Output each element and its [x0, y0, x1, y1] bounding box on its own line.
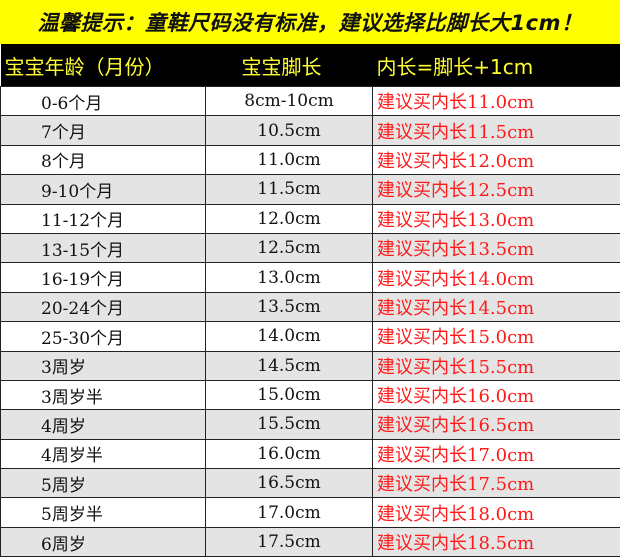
header-inner-length: 内长=脚长+1cm — [372, 44, 620, 87]
cell-recommendation: 建议买内长18.5cm — [372, 526, 620, 558]
cell-recommendation: 建议买内长16.0cm — [372, 379, 620, 411]
table-row: 11-12个月 12.0cm 建议买内长13.0cm — [0, 203, 620, 234]
table-row: 0-6个月 8cm-10cm 建议买内长11.0cm — [0, 85, 620, 117]
table-row: 13-15个月 12.5cm 建议买内长13.5cm — [0, 232, 620, 264]
cell-recommendation: 建议买内长17.0cm — [372, 438, 620, 470]
cell-foot-length: 14.5cm — [205, 350, 373, 381]
cell-foot-length: 16.5cm — [205, 468, 373, 499]
cell-foot-length: 11.0cm — [205, 144, 373, 176]
cell-age: 6周岁 — [0, 526, 206, 558]
cell-foot-length: 17.5cm — [205, 526, 373, 558]
cell-foot-length: 11.5cm — [205, 174, 373, 205]
cell-recommendation: 建议买内长13.0cm — [372, 203, 620, 234]
cell-age: 7个月 — [0, 115, 206, 146]
table-row: 25-30个月 14.0cm 建议买内长15.0cm — [0, 321, 620, 352]
cell-recommendation: 建议买内长18.0cm — [372, 497, 620, 528]
cell-age: 5周岁 — [0, 468, 206, 499]
cell-age: 4周岁 — [0, 409, 206, 440]
cell-foot-length: 10.5cm — [205, 115, 373, 146]
header-age: 宝宝年龄（月份） — [0, 44, 206, 87]
cell-age: 11-12个月 — [0, 203, 206, 234]
cell-age: 16-19个月 — [0, 262, 206, 293]
cell-recommendation: 建议买内长12.0cm — [372, 144, 620, 176]
cell-age: 0-6个月 — [0, 85, 206, 117]
cell-foot-length: 13.5cm — [205, 291, 373, 323]
cell-foot-length: 12.0cm — [205, 203, 373, 234]
cell-recommendation: 建议买内长14.0cm — [372, 262, 620, 293]
cell-recommendation: 建议买内长11.5cm — [372, 115, 620, 146]
cell-recommendation: 建议买内长16.5cm — [372, 409, 620, 440]
cell-age: 9-10个月 — [0, 174, 206, 205]
table-row: 4周岁半 16.0cm 建议买内长17.0cm — [0, 438, 620, 470]
table-row: 5周岁 16.5cm 建议买内长17.5cm — [0, 468, 620, 499]
tip-banner: 温馨提示：童鞋尺码没有标准，建议选择比脚长大1cm！ — [0, 0, 620, 44]
table-row: 4周岁 15.5cm 建议买内长16.5cm — [0, 409, 620, 440]
cell-foot-length: 14.0cm — [205, 321, 373, 352]
table-row: 9-10个月 11.5cm 建议买内长12.5cm — [0, 174, 620, 205]
cell-recommendation: 建议买内长14.5cm — [372, 291, 620, 323]
table-row: 5周岁半 17.0cm 建议买内长18.0cm — [0, 497, 620, 528]
header-row: 宝宝年龄（月份） 宝宝脚长 内长=脚长+1cm — [0, 44, 620, 87]
cell-age: 5周岁半 — [0, 497, 206, 528]
table-row: 6周岁 17.5cm 建议买内长18.5cm — [0, 526, 620, 558]
cell-foot-length: 13.0cm — [205, 262, 373, 293]
table-row: 3周岁 14.5cm 建议买内长15.5cm — [0, 350, 620, 381]
cell-foot-length: 12.5cm — [205, 232, 373, 264]
cell-age: 20-24个月 — [0, 291, 206, 323]
cell-recommendation: 建议买内长11.0cm — [372, 85, 620, 117]
cell-recommendation: 建议买内长13.5cm — [372, 232, 620, 264]
cell-recommendation: 建议买内长15.5cm — [372, 350, 620, 381]
table-row: 8个月 11.0cm 建议买内长12.0cm — [0, 144, 620, 176]
table-row: 7个月 10.5cm 建议买内长11.5cm — [0, 115, 620, 146]
cell-recommendation: 建议买内长17.5cm — [372, 468, 620, 499]
cell-foot-length: 15.0cm — [205, 379, 373, 411]
table-row: 3周岁半 15.0cm 建议买内长16.0cm — [0, 379, 620, 411]
size-table: 宝宝年龄（月份） 宝宝脚长 内长=脚长+1cm 0-6个月 8cm-10cm 建议买… — [0, 44, 620, 558]
cell-foot-length: 8cm-10cm — [205, 85, 373, 117]
table-row: 20-24个月 13.5cm 建议买内长14.5cm — [0, 291, 620, 323]
cell-foot-length: 16.0cm — [205, 438, 373, 470]
cell-foot-length: 17.0cm — [205, 497, 373, 528]
cell-recommendation: 建议买内长12.5cm — [372, 174, 620, 205]
cell-age: 25-30个月 — [0, 321, 206, 352]
cell-age: 3周岁半 — [0, 379, 206, 411]
cell-age: 4周岁半 — [0, 438, 206, 470]
header-foot-length: 宝宝脚长 — [205, 44, 373, 87]
cell-age: 3周岁 — [0, 350, 206, 381]
cell-recommendation: 建议买内长15.0cm — [372, 321, 620, 352]
table-row: 16-19个月 13.0cm 建议买内长14.0cm — [0, 262, 620, 293]
cell-age: 8个月 — [0, 144, 206, 176]
cell-foot-length: 15.5cm — [205, 409, 373, 440]
cell-age: 13-15个月 — [0, 232, 206, 264]
